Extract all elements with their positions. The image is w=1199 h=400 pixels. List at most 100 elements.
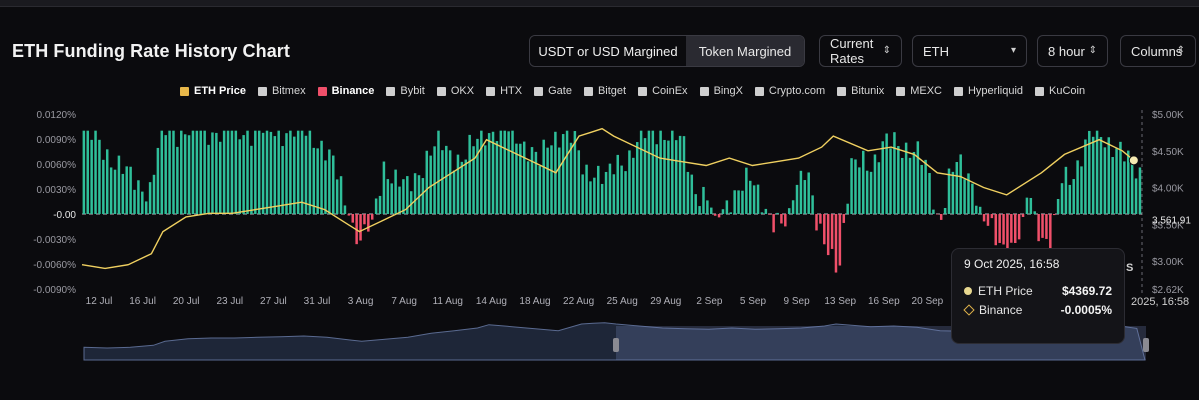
tab-usdt-margined[interactable]: USDT or USD Margined — [530, 36, 686, 66]
funding-bar — [187, 135, 191, 214]
funding-bar — [558, 147, 561, 214]
legend-item-coinex[interactable]: CoinEx — [638, 85, 688, 97]
funding-bar — [916, 141, 920, 214]
funding-bar — [885, 133, 888, 214]
funding-bar — [503, 130, 506, 214]
funding-bar — [1080, 166, 1083, 214]
legend-item-gate[interactable]: Gate — [534, 85, 572, 97]
funding-bar — [1134, 178, 1138, 214]
y-left-tick-label: 0.0120% — [37, 110, 77, 121]
legend-item-bitmex[interactable]: Bitmex — [257, 85, 306, 97]
funding-bar — [480, 130, 483, 214]
legend-swatch — [534, 86, 544, 96]
funding-bar — [1010, 214, 1013, 243]
funding-bar — [133, 189, 136, 214]
funding-bar — [491, 131, 495, 214]
funding-bar — [82, 130, 86, 214]
symbol-select[interactable]: ETH ▾ — [912, 35, 1027, 67]
funding-bar — [678, 135, 682, 214]
legend-swatch — [386, 86, 396, 96]
funding-bar — [117, 155, 121, 214]
legend-item-kucoin[interactable]: KuCoin — [1035, 85, 1085, 97]
funding-bar — [1060, 183, 1064, 214]
legend-item-htx[interactable]: HTX — [486, 85, 522, 97]
legend-swatch — [837, 86, 847, 96]
funding-bar — [483, 145, 487, 214]
funding-bar — [1052, 214, 1056, 216]
funding-bar — [834, 214, 838, 273]
legend-item-crypto-com[interactable]: Crypto.com — [754, 85, 826, 97]
funding-bar — [733, 190, 736, 214]
funding-bar — [507, 131, 510, 214]
funding-bar — [1095, 130, 1099, 214]
y-left-tick-label: -0.00 — [53, 210, 76, 221]
funding-bar — [698, 206, 701, 214]
legend-label: Crypto.com — [768, 85, 826, 97]
funding-bar — [924, 159, 927, 214]
funding-bar — [550, 145, 553, 214]
funding-bar — [803, 180, 807, 214]
tab-token-margined[interactable]: Token Margined — [686, 36, 804, 66]
y-right-tick-label: $4.00K — [1152, 184, 1184, 195]
funding-bar — [289, 130, 292, 214]
funding-bar — [674, 140, 678, 214]
funding-bar — [994, 214, 998, 246]
funding-bar — [468, 134, 471, 214]
tooltip-label: ETH Price — [978, 284, 1033, 298]
funding-bar — [745, 167, 748, 214]
funding-bar — [464, 159, 468, 214]
funding-bar — [1115, 148, 1118, 214]
legend-item-eth-price[interactable]: ETH Price — [180, 85, 246, 97]
legend-item-bitget[interactable]: Bitget — [583, 85, 626, 97]
funding-bar — [1127, 150, 1130, 214]
legend-swatch — [436, 86, 446, 96]
legend-swatch — [180, 86, 189, 96]
funding-bar — [1119, 141, 1122, 214]
funding-bar — [990, 214, 994, 219]
funding-bar — [912, 151, 916, 214]
rate-select[interactable]: Current Rates ⇕ — [819, 35, 902, 67]
funding-bar — [686, 171, 690, 214]
funding-bar — [986, 214, 990, 226]
legend-item-bybit[interactable]: Bybit — [386, 85, 425, 97]
funding-bar — [351, 214, 354, 223]
legend-label: Bitmex — [271, 85, 306, 97]
legend-label: Bitunix — [851, 85, 885, 97]
funding-bar — [1084, 139, 1087, 214]
funding-bar — [1138, 167, 1142, 214]
funding-bar — [1072, 179, 1075, 214]
legend-item-mexc[interactable]: MEXC — [896, 85, 942, 97]
funding-bar — [234, 130, 238, 214]
funding-bar — [1029, 197, 1033, 214]
funding-bar — [741, 190, 744, 214]
sort-arrows-icon: ⇕ — [882, 45, 891, 56]
x-tick-label: 16 Jul — [129, 296, 156, 307]
legend-item-bingx[interactable]: BingX — [699, 85, 743, 97]
funding-bar — [858, 167, 861, 214]
funding-bar — [335, 179, 339, 214]
view-select[interactable]: Columns ⇕ — [1120, 35, 1196, 67]
x-tick-label: 16 Sep — [868, 296, 900, 307]
legend-item-hyperliquid[interactable]: Hyperliquid — [953, 85, 1023, 97]
funding-bar — [1088, 130, 1091, 214]
funding-bar — [312, 147, 316, 214]
funding-bar — [647, 130, 651, 214]
legend-item-okx[interactable]: OKX — [436, 85, 474, 97]
x-tick-label: 12 Jul — [86, 296, 113, 307]
funding-bar — [265, 130, 269, 214]
funding-bar — [787, 208, 791, 214]
funding-bar — [137, 180, 140, 214]
legend-item-binance[interactable]: Binance — [317, 85, 374, 97]
interval-select[interactable]: 8 hour ⇕ — [1037, 35, 1108, 67]
funding-bar — [710, 207, 713, 214]
funding-bar — [534, 151, 538, 214]
y-left-tick-label: 0.0060% — [37, 160, 77, 171]
tooltip-row-binance: Binance -0.0005% — [963, 302, 1112, 318]
funding-bar — [86, 130, 89, 214]
funding-bar — [690, 174, 694, 214]
legend-item-bitunix[interactable]: Bitunix — [837, 85, 884, 97]
funding-bar — [160, 130, 164, 214]
funding-bar — [959, 154, 962, 214]
funding-bar — [865, 170, 869, 214]
